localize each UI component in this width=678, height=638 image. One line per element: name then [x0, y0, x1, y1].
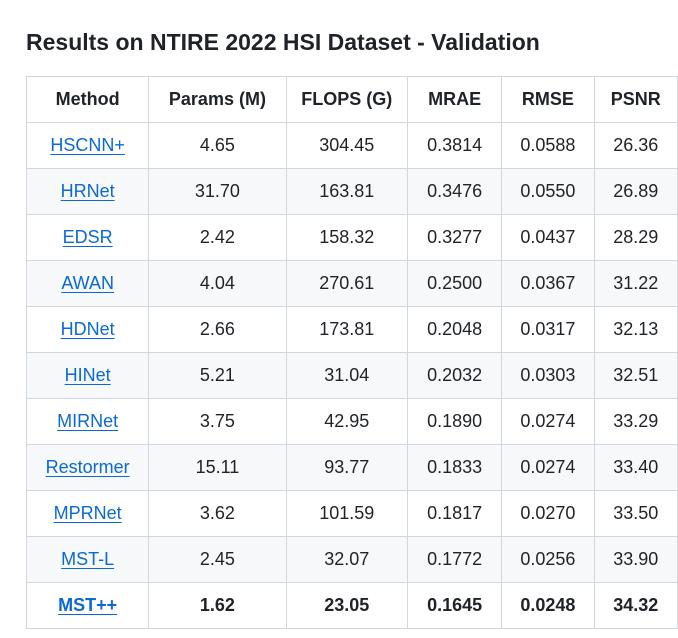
table-row: MST++ 1.62 23.05 0.1645 0.0248 34.32 [25, 582, 678, 629]
cell-flops: 93.77 [285, 444, 408, 491]
cell-method: HINet [25, 352, 150, 399]
cell-rmse: 0.0274 [501, 398, 595, 445]
cell-params: 2.66 [148, 306, 287, 353]
cell-params: 3.75 [148, 398, 287, 445]
method-link[interactable]: EDSR [62, 227, 113, 247]
cell-psnr: 31.22 [593, 260, 678, 307]
table-row: HRNet 31.70 163.81 0.3476 0.0550 26.89 [25, 168, 678, 215]
cell-flops: 158.32 [285, 214, 408, 261]
cell-psnr: 26.89 [593, 168, 678, 215]
cell-flops: 270.61 [285, 260, 408, 307]
cell-flops: 42.95 [285, 398, 408, 445]
header-flops: FLOPS (G) [285, 76, 408, 123]
cell-mrae: 0.1645 [406, 582, 503, 629]
cell-psnr: 34.32 [593, 582, 678, 629]
cell-params: 3.62 [148, 490, 287, 537]
cell-rmse: 0.0274 [501, 444, 595, 491]
header-method: Method [25, 76, 150, 123]
method-link[interactable]: MIRNet [57, 411, 119, 431]
table-row: EDSR 2.42 158.32 0.3277 0.0437 28.29 [25, 214, 678, 261]
cell-mrae: 0.1890 [406, 398, 503, 445]
header-params: Params (M) [148, 76, 287, 123]
cell-params: 2.45 [148, 536, 287, 583]
cell-rmse: 0.0256 [501, 536, 595, 583]
cell-params: 1.62 [148, 582, 287, 629]
cell-method: MST-L [25, 536, 150, 583]
cell-method: Restormer [25, 444, 150, 491]
cell-rmse: 0.0270 [501, 490, 595, 537]
cell-flops: 304.45 [285, 122, 408, 169]
method-link[interactable]: HSCNN+ [50, 135, 125, 155]
table-row: MST-L 2.45 32.07 0.1772 0.0256 33.90 [25, 536, 678, 583]
table-row: MIRNet 3.75 42.95 0.1890 0.0274 33.29 [25, 398, 678, 445]
cell-psnr: 28.29 [593, 214, 678, 261]
cell-flops: 101.59 [285, 490, 408, 537]
cell-rmse: 0.0248 [501, 582, 595, 629]
method-link[interactable]: HDNet [60, 319, 115, 339]
table-body: HSCNN+ 4.65 304.45 0.3814 0.0588 26.36 HRNet 31… [25, 122, 678, 629]
cell-mrae: 0.1833 [406, 444, 503, 491]
cell-mrae: 0.2048 [406, 306, 503, 353]
cell-mrae: 0.3814 [406, 122, 503, 169]
cell-rmse: 0.0367 [501, 260, 595, 307]
cell-flops: 31.04 [285, 352, 408, 399]
cell-params: 5.21 [148, 352, 287, 399]
cell-psnr: 33.40 [593, 444, 678, 491]
method-link[interactable]: MPRNet [53, 503, 122, 523]
table-row: MPRNet 3.62 101.59 0.1817 0.0270 33.50 [25, 490, 678, 537]
cell-method: EDSR [25, 214, 150, 261]
cell-method: HSCNN+ [25, 122, 150, 169]
cell-rmse: 0.0588 [501, 122, 595, 169]
cell-psnr: 33.29 [593, 398, 678, 445]
table-row: HSCNN+ 4.65 304.45 0.3814 0.0588 26.36 [25, 122, 678, 169]
table-row: HINet 5.21 31.04 0.2032 0.0303 32.51 [25, 352, 678, 399]
cell-psnr: 32.13 [593, 306, 678, 353]
cell-params: 4.04 [148, 260, 287, 307]
cell-flops: 32.07 [285, 536, 408, 583]
cell-method: MST++ [25, 582, 150, 629]
cell-flops: 23.05 [285, 582, 408, 629]
cell-psnr: 32.51 [593, 352, 678, 399]
cell-params: 15.11 [148, 444, 287, 491]
method-link[interactable]: HRNet [60, 181, 115, 201]
header-mrae: MRAE [406, 76, 503, 123]
cell-mrae: 0.3277 [406, 214, 503, 261]
cell-params: 2.42 [148, 214, 287, 261]
header-psnr: PSNR [593, 76, 678, 123]
cell-flops: 163.81 [285, 168, 408, 215]
cell-mrae: 0.2032 [406, 352, 503, 399]
method-link[interactable]: MST-L [61, 549, 115, 569]
method-link[interactable]: MST++ [58, 595, 118, 615]
cell-psnr: 33.50 [593, 490, 678, 537]
cell-params: 4.65 [148, 122, 287, 169]
cell-psnr: 33.90 [593, 536, 678, 583]
table-header-row: Method Params (M) FLOPS (G) MRAE RMSE PS… [25, 76, 678, 123]
method-link[interactable]: HINet [64, 365, 111, 385]
cell-flops: 173.81 [285, 306, 408, 353]
method-link[interactable]: AWAN [61, 273, 114, 293]
cell-mrae: 0.3476 [406, 168, 503, 215]
cell-mrae: 0.1817 [406, 490, 503, 537]
cell-rmse: 0.0437 [501, 214, 595, 261]
method-link[interactable]: Restormer [45, 457, 130, 477]
cell-rmse: 0.0303 [501, 352, 595, 399]
cell-method: AWAN [25, 260, 150, 307]
table-row: HDNet 2.66 173.81 0.2048 0.0317 32.13 [25, 306, 678, 353]
cell-rmse: 0.0550 [501, 168, 595, 215]
table-row: AWAN 4.04 270.61 0.2500 0.0367 31.22 [25, 260, 678, 307]
cell-mrae: 0.1772 [406, 536, 503, 583]
cell-method: HDNet [25, 306, 150, 353]
cell-psnr: 26.36 [593, 122, 678, 169]
table-row: Restormer 15.11 93.77 0.1833 0.0274 33.40 [25, 444, 678, 491]
cell-method: MIRNet [25, 398, 150, 445]
page-title: Results on NTIRE 2022 HSI Dataset - Vali… [26, 29, 540, 55]
header-rmse: RMSE [501, 76, 595, 123]
cell-method: MPRNet [25, 490, 150, 537]
results-table: Method Params (M) FLOPS (G) MRAE RMSE PS… [25, 76, 678, 629]
cell-rmse: 0.0317 [501, 306, 595, 353]
cell-method: HRNet [25, 168, 150, 215]
cell-mrae: 0.2500 [406, 260, 503, 307]
cell-params: 31.70 [148, 168, 287, 215]
